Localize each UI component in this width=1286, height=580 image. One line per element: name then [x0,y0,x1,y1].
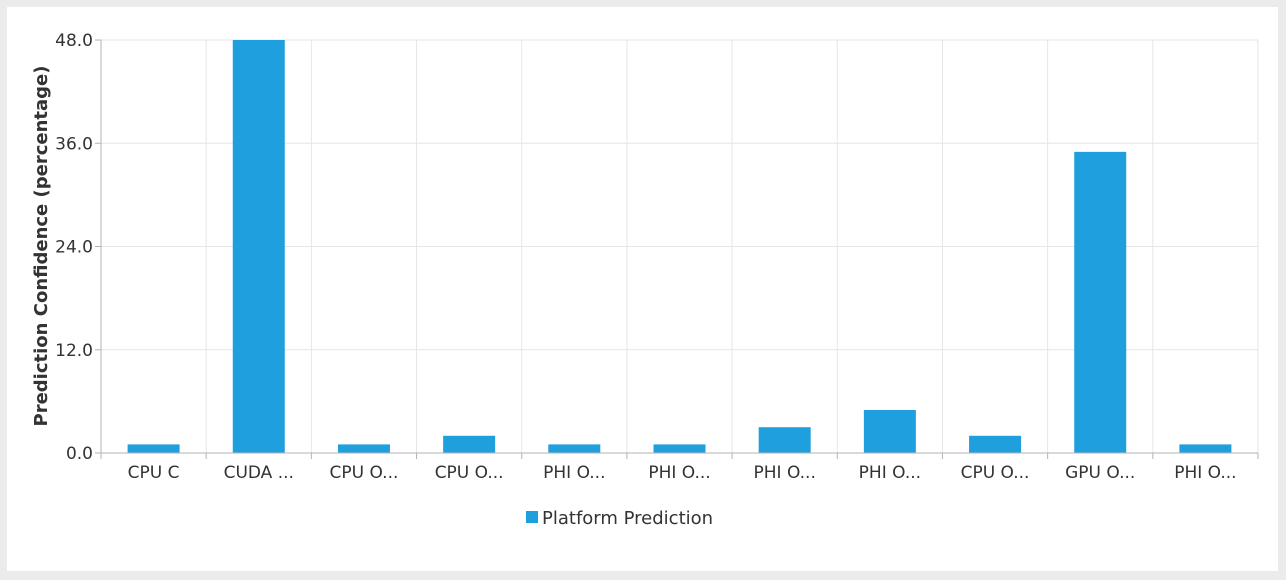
y-tick-label: 36.0 [55,134,93,154]
x-tick-label: CUDA ... [224,463,294,483]
y-tick-label: 24.0 [55,238,93,258]
x-tick-label: CPU C [128,463,180,483]
bar[interactable] [1179,444,1232,453]
legend-label: Platform Prediction [542,508,713,529]
bar[interactable] [1074,151,1127,453]
x-tick-label: PHI O... [648,463,710,483]
bar[interactable] [232,40,285,453]
chart-panel [7,7,1278,571]
grid-lines [101,39,1259,454]
x-tick-labels: CPU C CUDA ... CPU O... CPU O... PHI O... PHI… [128,463,1237,483]
bar[interactable] [863,409,916,453]
x-tick-label: CPU O... [961,463,1030,483]
x-tick-label: GPU O... [1065,463,1135,483]
y-tick-label: 48.0 [55,31,93,51]
bar[interactable] [548,444,601,453]
legend[interactable]: Platform Prediction [526,508,713,529]
x-tick-label: PHI O... [754,463,816,483]
bars [127,40,1232,453]
y-tick-label: 12.0 [55,341,93,361]
bar[interactable] [969,435,1022,453]
y-tick-labels: 0.0 12.0 24.0 36.0 48.0 [55,31,93,464]
bar[interactable] [758,427,811,453]
x-tick-label: CPU O... [330,463,399,483]
bar[interactable] [653,444,706,453]
x-tick-label: PHI O... [859,463,921,483]
x-tick-label: CPU O... [435,463,504,483]
y-axis-label: Prediction Confidence (percentage) [31,66,52,427]
bar[interactable] [337,444,390,453]
axes [95,39,1259,459]
legend-swatch [526,511,538,523]
bar[interactable] [443,435,496,453]
x-tick-label: PHI O... [1174,463,1236,483]
y-tick-label: 0.0 [66,444,93,464]
bar[interactable] [127,444,180,453]
x-tick-label: PHI O... [543,463,605,483]
